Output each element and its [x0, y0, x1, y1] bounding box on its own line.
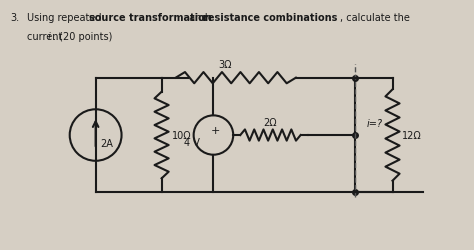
Text: i=?: i=?	[366, 119, 383, 129]
Text: , calculate the: , calculate the	[340, 13, 410, 23]
Text: 10Ω: 10Ω	[172, 130, 191, 140]
Text: current: current	[27, 32, 66, 42]
Text: 4 V: 4 V	[184, 138, 200, 147]
Text: . (20 points): . (20 points)	[53, 32, 113, 42]
Text: 3.: 3.	[10, 13, 19, 23]
Text: resistance combinations: resistance combinations	[202, 13, 337, 23]
Text: +: +	[211, 126, 220, 136]
Text: 2A: 2A	[100, 139, 113, 149]
Text: 2Ω: 2Ω	[264, 117, 277, 127]
Text: i: i	[47, 32, 50, 42]
Text: 12Ω: 12Ω	[402, 130, 422, 140]
Text: source transformation: source transformation	[89, 13, 211, 23]
Text: Using repeated: Using repeated	[27, 13, 105, 23]
Text: and: and	[186, 13, 211, 23]
Text: 3Ω: 3Ω	[219, 60, 232, 70]
